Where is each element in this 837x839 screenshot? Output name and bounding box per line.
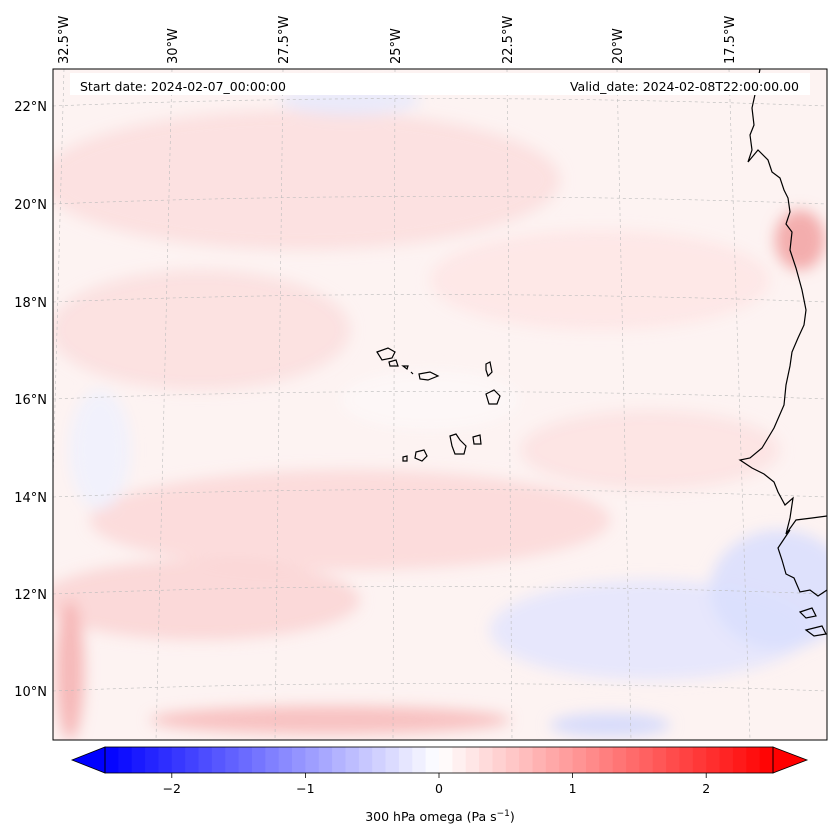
colorbar: −2 −1 0 1 2 300 hPa omega (Pa s−1) <box>70 746 809 824</box>
colorbar-segment <box>626 747 640 773</box>
lat-label: 10°N <box>14 685 47 700</box>
colorbar-segment <box>612 747 627 773</box>
bissagos-islands <box>798 607 827 637</box>
coastline <box>376 69 827 637</box>
colorbar-segment <box>278 747 293 773</box>
colorbar-segment <box>706 747 721 773</box>
colorbar-segment <box>559 747 574 773</box>
lon-label: 27.5°W <box>277 16 292 64</box>
colorbar-segment <box>185 747 200 773</box>
colorbar-segment <box>732 747 747 773</box>
island-boa-vista <box>485 389 501 405</box>
lat-label: 12°N <box>14 588 47 603</box>
graticule <box>53 69 827 740</box>
colorbar-tick-label: 2 <box>702 781 710 796</box>
colorbar-segment <box>545 747 560 773</box>
lon-label: 32.5°W <box>57 16 72 64</box>
colorbar-segment <box>439 747 453 773</box>
lat-label: 22°N <box>14 100 47 115</box>
colorbar-segment <box>465 747 480 773</box>
colorbar-segment <box>519 747 534 773</box>
lat-label: 20°N <box>14 198 47 213</box>
colorbar-segment <box>719 747 734 773</box>
colorbar-segment <box>225 747 240 773</box>
colorbar-segment <box>118 747 133 773</box>
colorbar-segment <box>492 747 507 773</box>
island-sal <box>485 361 493 378</box>
lat-label: 16°N <box>14 393 47 408</box>
valid-date: Valid_date: 2024-02-08T22:00:00.00 <box>570 79 799 94</box>
start-date: Start date: 2024-02-07_00:00:00 <box>80 79 286 94</box>
lon-labels: 32.5°W 30°W 27.5°W 25°W 22.5°W 20°W 17.5… <box>57 16 738 64</box>
colorbar-segment <box>198 747 213 773</box>
colorbar-segment <box>692 747 707 773</box>
colorbar-segment <box>679 747 694 773</box>
island-santiago <box>449 433 467 455</box>
colorbar-segment <box>211 747 226 773</box>
colorbar-segment <box>398 747 413 773</box>
colorbar-segment <box>425 747 440 773</box>
colorbar-segment <box>305 747 320 773</box>
colorbar-segment <box>759 747 774 773</box>
colorbar-segment <box>238 747 253 773</box>
island-sao-nicolau <box>418 371 440 381</box>
colorbar-tick-label: −1 <box>296 781 314 796</box>
lon-label: 25°W <box>389 28 404 64</box>
omega-field <box>53 84 827 740</box>
colorbar-segment <box>145 747 159 773</box>
map-frame <box>52 68 828 741</box>
colorbar-segment <box>412 747 427 773</box>
lat-labels: 22°N 20°N 18°N 16°N 14°N 12°N 10°N <box>14 100 47 700</box>
colorbar-segment <box>585 747 600 773</box>
colorbar-tick-label: 1 <box>569 781 577 796</box>
colorbar-segment <box>505 747 520 773</box>
lon-label: 20°W <box>611 28 626 64</box>
lat-label: 18°N <box>14 296 47 311</box>
colorbar-segment <box>652 747 667 773</box>
colorbar-segment <box>158 747 173 773</box>
colorbar-neg-extension <box>70 746 106 774</box>
island-maio <box>472 434 482 445</box>
colorbar-segment <box>292 747 306 773</box>
colorbar-segment <box>265 747 280 773</box>
colorbar-segment <box>131 747 146 773</box>
colorbar-segment <box>385 747 400 773</box>
guinea-coastline <box>777 529 827 597</box>
colorbar-segment <box>532 747 547 773</box>
date-strip <box>70 73 810 95</box>
colorbar-segment <box>251 747 266 773</box>
lat-label: 14°N <box>14 491 47 506</box>
island-santo-antao <box>376 347 396 361</box>
colorbar-segment <box>452 747 467 773</box>
colorbar-segments <box>105 747 774 773</box>
lon-label: 22.5°W <box>501 16 516 64</box>
colorbar-segment <box>479 747 493 773</box>
colorbar-segment <box>332 747 346 773</box>
colorbar-segment <box>171 747 186 773</box>
island-brava <box>402 455 408 462</box>
map-panel: Start date: 2024-02-07_00:00:00 Valid_da… <box>53 69 827 740</box>
colorbar-segment <box>666 747 680 773</box>
colorbar-ticks: −2 −1 0 1 2 <box>163 773 710 796</box>
colorbar-tick-label: 0 <box>435 781 443 796</box>
island-santa-luzia <box>401 365 414 375</box>
colorbar-pos-extension <box>772 746 809 774</box>
island-sao-vicente <box>388 359 399 367</box>
lon-label: 17.5°W <box>723 16 738 64</box>
africa-coastline <box>738 69 827 535</box>
colorbar-segment <box>572 747 587 773</box>
colorbar-segment <box>599 747 614 773</box>
colorbar-tick-label: −2 <box>163 781 181 796</box>
colorbar-label: 300 hPa omega (Pa s−1) <box>365 809 515 824</box>
colorbar-segment <box>639 747 654 773</box>
colorbar-segment <box>746 747 761 773</box>
colorbar-segment <box>105 747 119 773</box>
colorbar-segment <box>318 747 333 773</box>
colorbar-segment <box>358 747 373 773</box>
colorbar-segment <box>345 747 360 773</box>
island-fogo <box>414 449 428 462</box>
colorbar-segment <box>372 747 387 773</box>
lon-label: 30°W <box>166 28 181 64</box>
